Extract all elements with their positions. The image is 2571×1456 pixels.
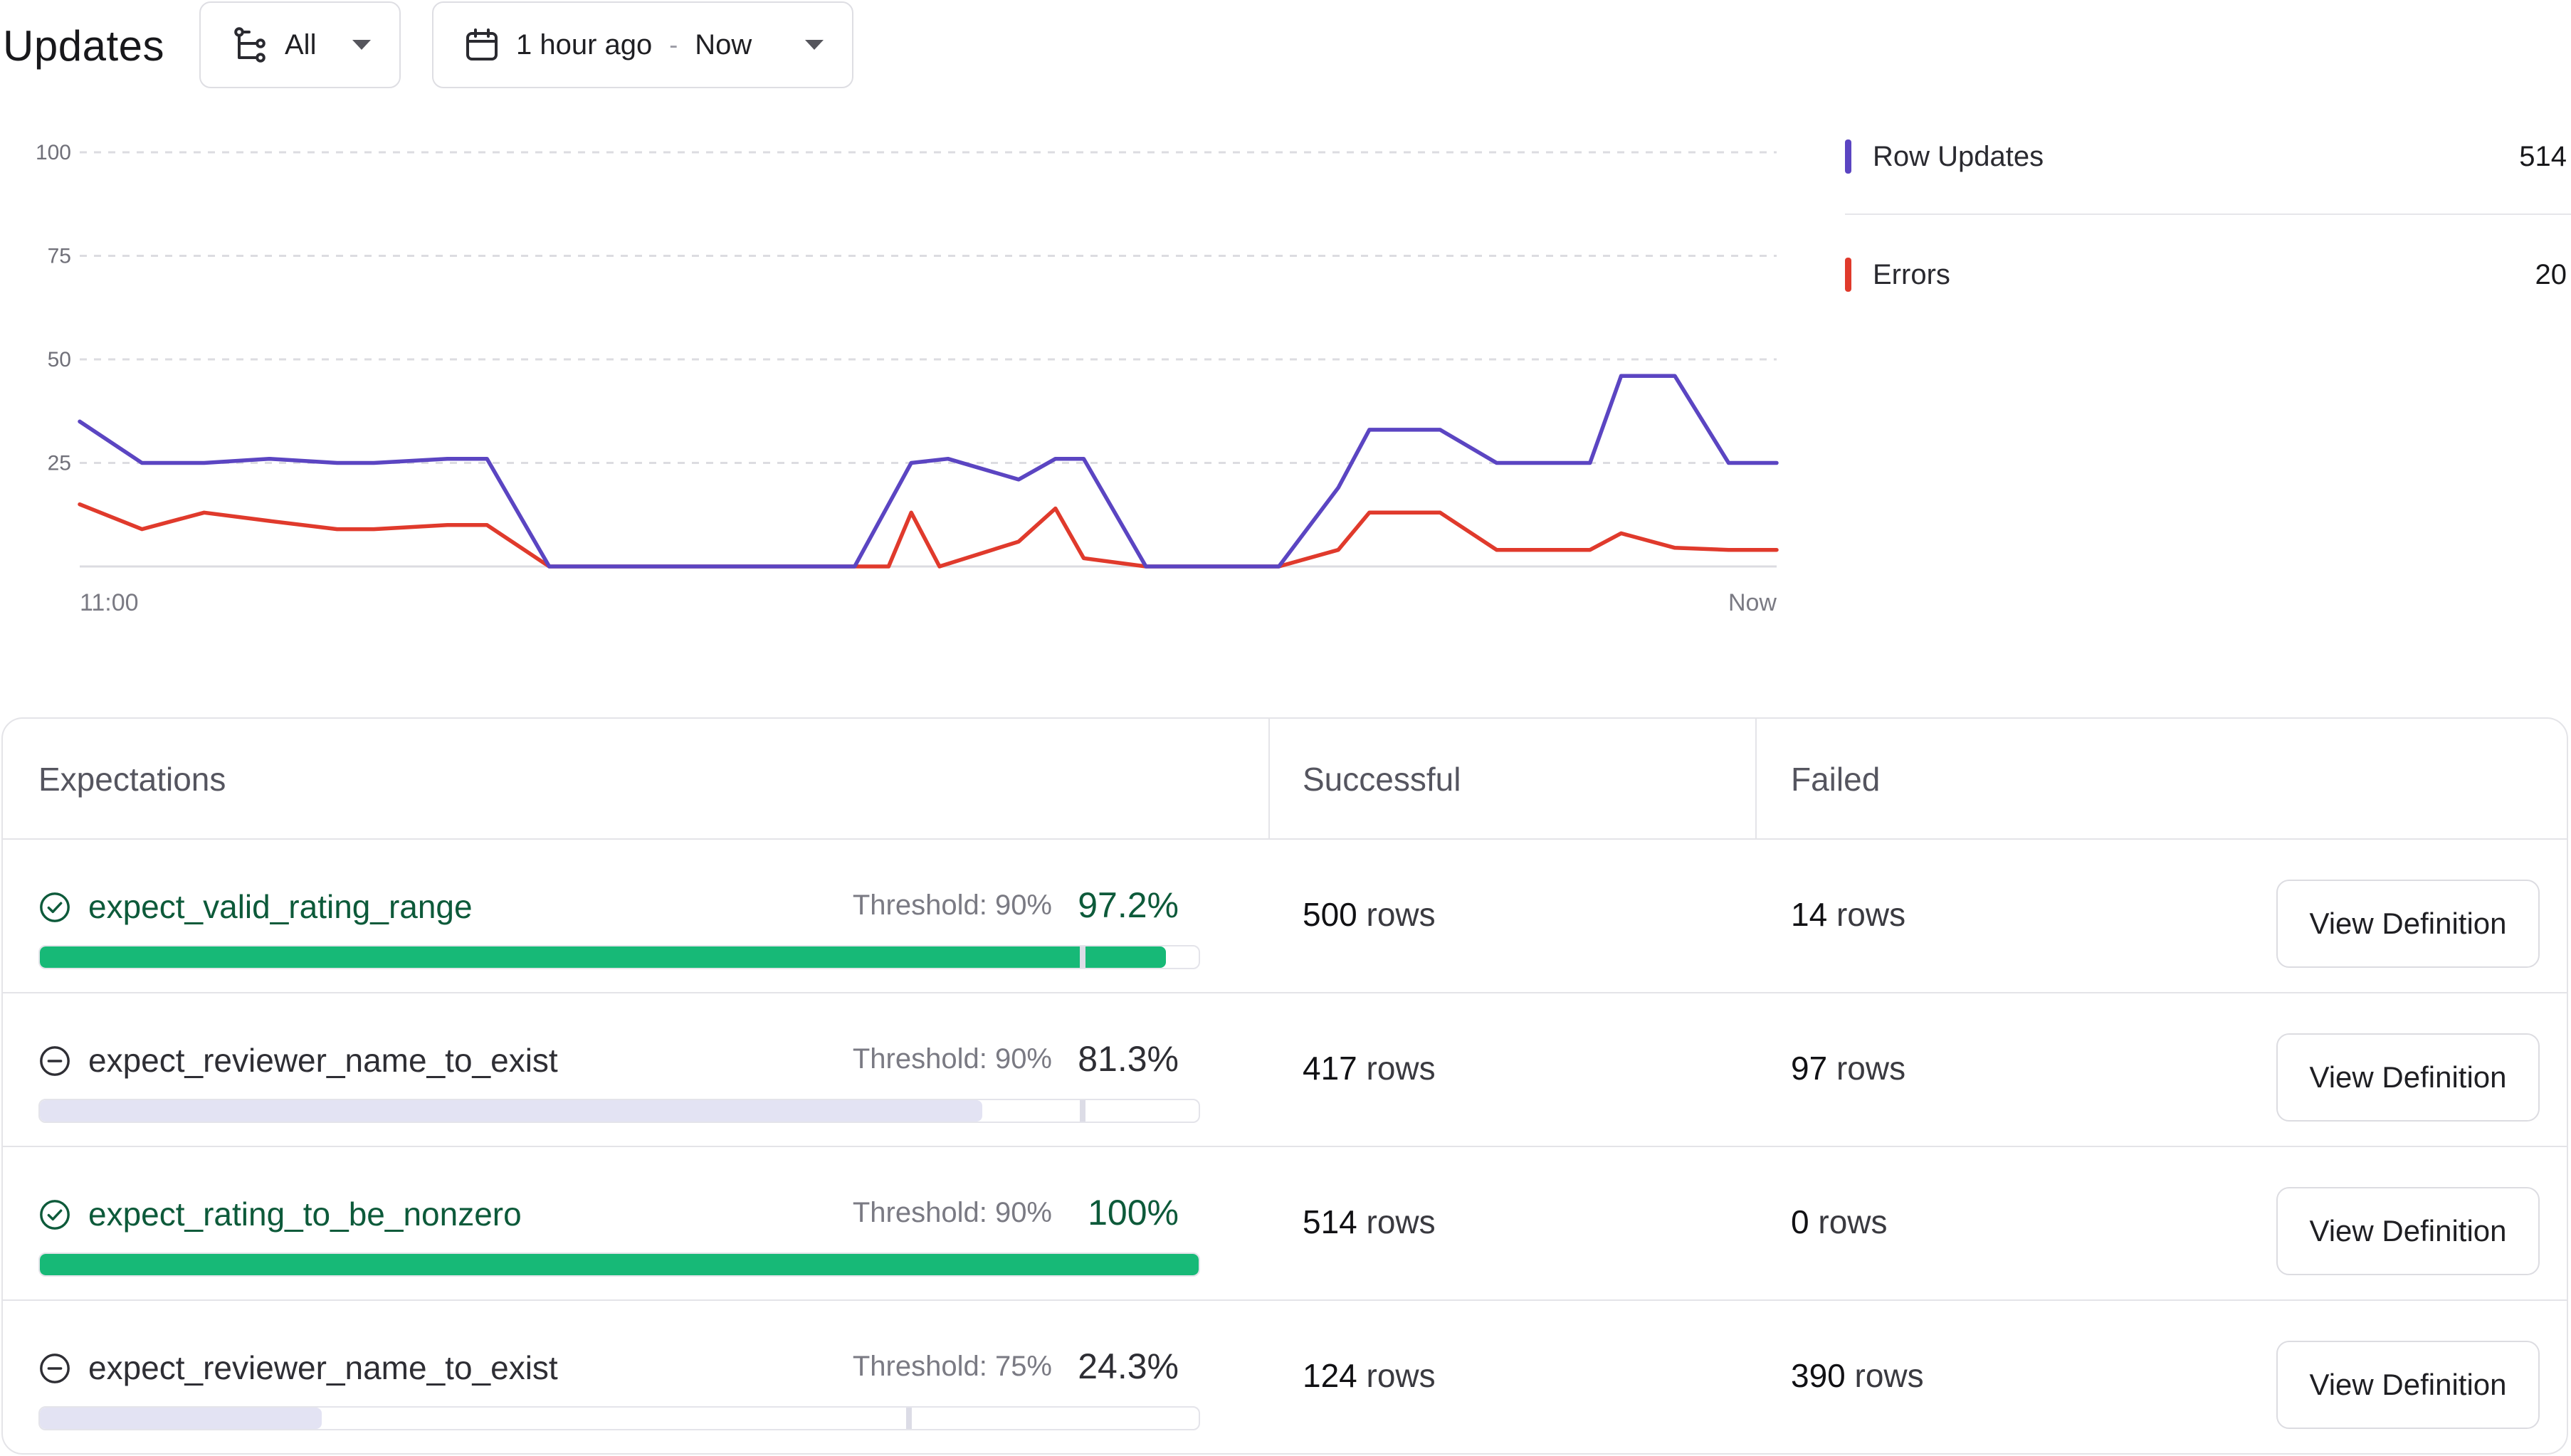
legend-item-row-updates: Row Updates 514 xyxy=(1845,128,2571,185)
chart-legend: Row Updates 514 Errors 20 xyxy=(1845,128,2571,303)
column-header-failed: Failed xyxy=(1791,761,1881,798)
time-range-from: 1 hour ago xyxy=(516,28,653,60)
column-header-expectations: Expectations xyxy=(38,761,226,798)
y-tick-label: 75 xyxy=(48,245,71,268)
table-row: expect_reviewer_name_to_exist Threshold: … xyxy=(3,1301,2567,1453)
progress-fill xyxy=(40,1100,982,1122)
successful-count: 514 xyxy=(1303,1203,1357,1240)
x-tick-label: 11:00 xyxy=(80,589,139,616)
y-tick-label: 25 xyxy=(48,452,71,475)
expectation-progress-bar xyxy=(38,1252,1200,1277)
expectation-threshold: Threshold: 90% xyxy=(852,1197,1052,1228)
failed-count: 390 xyxy=(1791,1357,1846,1394)
expectation-percent: 81.3% xyxy=(1078,1039,1179,1079)
branch-filter-value: All xyxy=(285,28,317,60)
threshold-marker xyxy=(1080,946,1086,968)
column-header-successful: Successful xyxy=(1303,761,1461,798)
view-definition-button[interactable]: View Definition xyxy=(2276,1341,2540,1429)
expectation-name: expect_reviewer_name_to_exist xyxy=(88,1042,558,1079)
successful-rows: 417 rows xyxy=(1303,1049,1436,1087)
successful-count: 417 xyxy=(1303,1050,1357,1087)
threshold-marker xyxy=(1080,1100,1086,1122)
expectation-threshold: Threshold: 90% xyxy=(852,890,1052,921)
expectation-threshold: Threshold: 75% xyxy=(852,1351,1052,1382)
expectation-progress-bar xyxy=(38,1099,1200,1123)
rows-unit: rows xyxy=(1366,1357,1436,1394)
time-range-dropdown[interactable]: 1 hour ago - Now xyxy=(432,1,853,88)
rows-unit: rows xyxy=(1818,1203,1888,1240)
legend-value: 514 xyxy=(2519,140,2567,172)
rows-unit: rows xyxy=(1854,1357,1924,1394)
table-row: expect_valid_rating_range Threshold: 90% 9… xyxy=(3,840,2567,993)
x-tick-label: Now xyxy=(1728,589,1777,616)
failed-count: 14 xyxy=(1791,896,1828,933)
progress-fill xyxy=(40,946,1167,968)
column-divider xyxy=(1755,719,1757,840)
series-line-row-updates xyxy=(78,374,1779,569)
expectation-name: expect_reviewer_name_to_exist xyxy=(88,1349,558,1386)
expectation-name: expect_rating_to_be_nonzero xyxy=(88,1196,522,1233)
table-row: expect_rating_to_be_nonzero Threshold: 90… xyxy=(3,1147,2567,1301)
expectation-progress-bar xyxy=(38,945,1200,969)
chart-canvas: 100 75 50 25 11:00 Now xyxy=(36,141,1779,616)
legend-label: Row Updates xyxy=(1873,140,2044,172)
expectation-threshold: Threshold: 90% xyxy=(852,1043,1052,1075)
minus-circle-icon xyxy=(40,1354,70,1383)
check-circle-icon xyxy=(40,892,70,922)
expectation-percent: 100% xyxy=(1088,1193,1179,1233)
table-header: Expectations Successful Failed xyxy=(3,719,2567,840)
chevron-down-icon xyxy=(805,40,824,50)
legend-swatch-errors xyxy=(1845,258,1851,292)
expectation-percent: 97.2% xyxy=(1078,885,1179,925)
page-title: Updates xyxy=(3,22,164,70)
y-tick-label: 100 xyxy=(36,141,71,164)
time-range-separator: - xyxy=(669,30,678,59)
threshold-marker xyxy=(906,1408,912,1429)
chevron-down-icon xyxy=(352,40,371,50)
branch-icon xyxy=(234,27,265,63)
expectation-progress-bar xyxy=(38,1406,1200,1430)
failed-count: 97 xyxy=(1791,1050,1828,1087)
legend-label: Errors xyxy=(1873,258,1950,290)
calendar-icon xyxy=(466,28,498,60)
rows-unit: rows xyxy=(1836,1050,1906,1087)
successful-count: 124 xyxy=(1303,1357,1357,1394)
successful-count: 500 xyxy=(1303,896,1357,933)
view-definition-button[interactable]: View Definition xyxy=(2276,1187,2540,1275)
progress-fill xyxy=(40,1408,322,1429)
page-header: Updates All 1 hour ago - Now xyxy=(0,0,2571,93)
progress-fill xyxy=(40,1254,1199,1275)
successful-rows: 124 rows xyxy=(1303,1356,1436,1395)
rows-unit: rows xyxy=(1366,1203,1436,1240)
failed-count: 0 xyxy=(1791,1203,1809,1240)
rows-unit: rows xyxy=(1836,896,1906,933)
rows-unit: rows xyxy=(1366,1050,1436,1087)
rows-unit: rows xyxy=(1366,896,1436,933)
expectation-name: expect_valid_rating_range xyxy=(88,888,473,925)
branch-filter-dropdown[interactable]: All xyxy=(199,1,401,88)
legend-item-errors: Errors 20 xyxy=(1845,246,2571,303)
series-line-errors xyxy=(78,502,1779,569)
column-divider xyxy=(1268,719,1270,840)
failed-rows: 97 rows xyxy=(1791,1049,1905,1087)
view-definition-button[interactable]: View Definition xyxy=(2276,1033,2540,1122)
table-row: expect_reviewer_name_to_exist Threshold: … xyxy=(3,993,2567,1147)
view-definition-button[interactable]: View Definition xyxy=(2276,880,2540,968)
legend-value: 20 xyxy=(2535,258,2567,290)
successful-rows: 514 rows xyxy=(1303,1203,1436,1241)
time-range-to: Now xyxy=(695,28,752,60)
expectations-table: Expectations Successful Failed expect_va… xyxy=(1,717,2568,1455)
minus-circle-icon xyxy=(40,1046,70,1076)
updates-line-chart: 100 75 50 25 11:00 Now xyxy=(0,121,1794,626)
successful-rows: 500 rows xyxy=(1303,895,1436,934)
legend-divider xyxy=(1845,213,2571,215)
failed-rows: 14 rows xyxy=(1791,895,1905,934)
legend-swatch-row-updates xyxy=(1845,139,1851,174)
failed-rows: 0 rows xyxy=(1791,1203,1888,1241)
expectation-percent: 24.3% xyxy=(1078,1346,1179,1386)
check-circle-icon xyxy=(40,1200,70,1230)
failed-rows: 390 rows xyxy=(1791,1356,1924,1395)
y-tick-label: 50 xyxy=(48,348,71,371)
